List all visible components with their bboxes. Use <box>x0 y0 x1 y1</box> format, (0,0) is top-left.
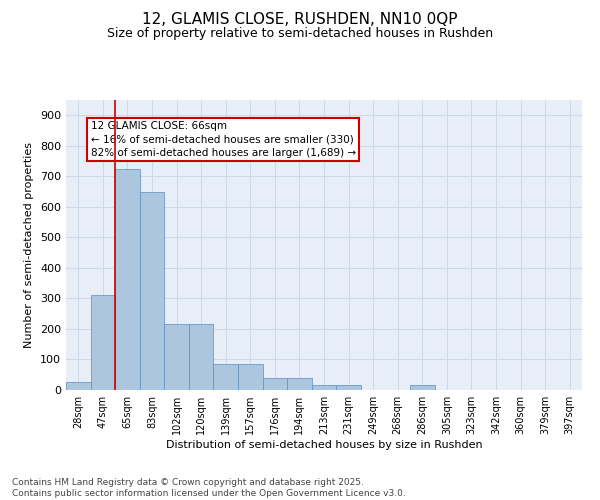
Text: Contains HM Land Registry data © Crown copyright and database right 2025.
Contai: Contains HM Land Registry data © Crown c… <box>12 478 406 498</box>
Bar <box>115 168 140 390</box>
X-axis label: Distribution of semi-detached houses by size in Rushden: Distribution of semi-detached houses by … <box>166 440 482 450</box>
Bar <box>140 192 164 390</box>
Text: 12 GLAMIS CLOSE: 66sqm
← 16% of semi-detached houses are smaller (330)
82% of se: 12 GLAMIS CLOSE: 66sqm ← 16% of semi-det… <box>91 122 356 158</box>
Y-axis label: Number of semi-detached properties: Number of semi-detached properties <box>25 142 34 348</box>
Bar <box>66 382 91 390</box>
Bar <box>164 324 189 390</box>
Bar <box>238 364 263 390</box>
Bar <box>287 378 312 390</box>
Bar <box>410 386 434 390</box>
Bar <box>214 364 238 390</box>
Bar <box>263 378 287 390</box>
Bar <box>91 296 115 390</box>
Bar <box>189 324 214 390</box>
Text: Size of property relative to semi-detached houses in Rushden: Size of property relative to semi-detach… <box>107 28 493 40</box>
Text: 12, GLAMIS CLOSE, RUSHDEN, NN10 0QP: 12, GLAMIS CLOSE, RUSHDEN, NN10 0QP <box>142 12 458 28</box>
Bar <box>312 386 336 390</box>
Bar <box>336 386 361 390</box>
